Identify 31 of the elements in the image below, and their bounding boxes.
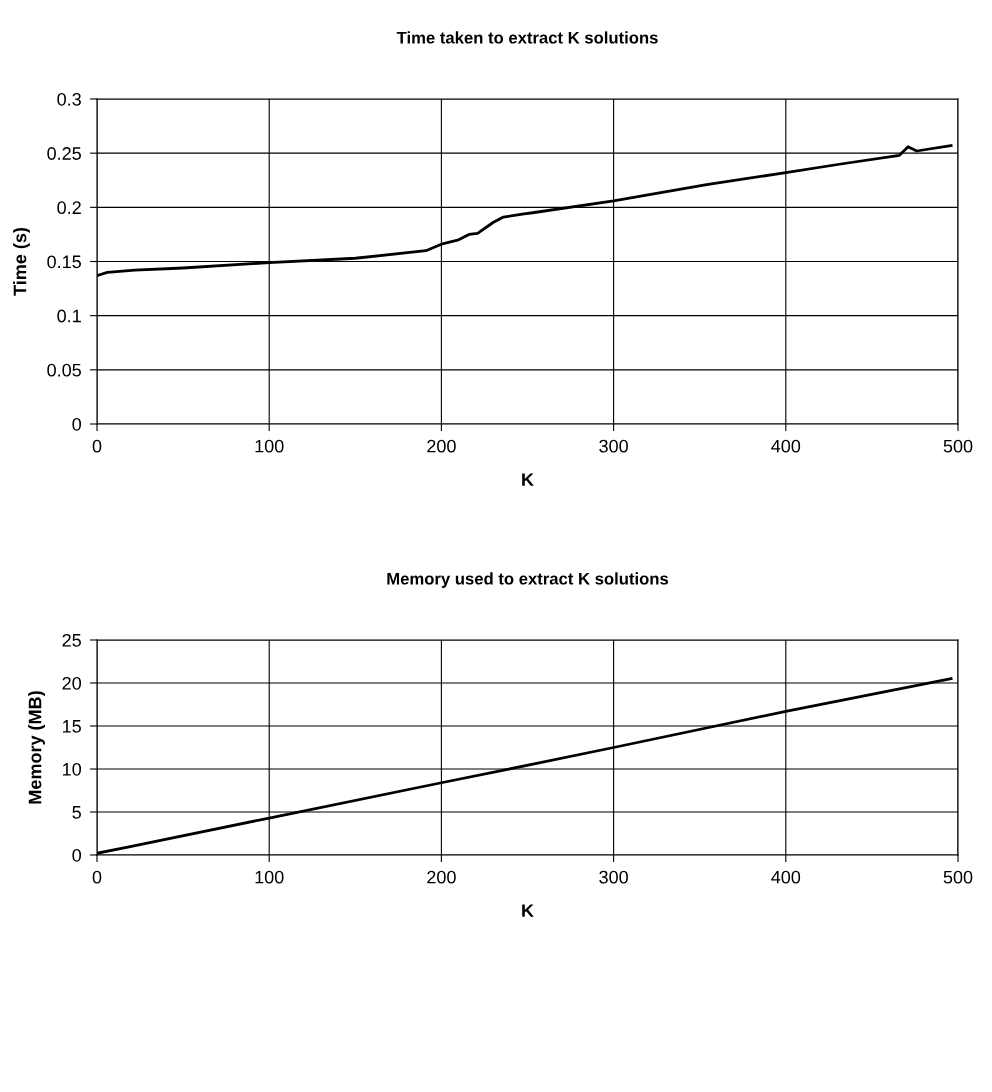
chart-title: Time taken to extract K solutions	[396, 31, 658, 44]
x-tick-label: 400	[771, 439, 801, 453]
x-tick-label: 300	[599, 439, 628, 453]
y-tick-label: 20	[62, 676, 82, 690]
x-tick-label: 400	[771, 870, 801, 884]
x-tick-label: 500	[943, 439, 973, 453]
y-tick-label: 0	[72, 848, 82, 862]
y-tick-label: 0.05	[47, 363, 81, 377]
x-tick-label: 100	[255, 870, 284, 884]
y-axis-title: Memory (MB)	[28, 691, 45, 804]
y-tick-label: 0.25	[47, 147, 81, 160]
x-axis-title: K	[522, 473, 534, 486]
y-tick-label: 0.15	[47, 255, 81, 269]
y-tick-label: 5	[72, 806, 81, 819]
y-axis-title: Time (s)	[13, 227, 30, 296]
y-tick-label: 15	[63, 720, 81, 733]
x-tick-label: 0	[92, 439, 102, 453]
x-tick-label: 500	[943, 870, 973, 884]
chart-title: Memory used to extract K solutions	[387, 572, 669, 588]
y-tick-label: 0.2	[57, 201, 81, 215]
x-tick-label: 300	[599, 870, 628, 884]
x-tick-label: 200	[427, 870, 456, 884]
y-tick-label: 0.3	[57, 92, 81, 106]
x-tick-label: 200	[427, 439, 456, 453]
x-axis-title: K	[522, 904, 534, 917]
y-tick-label: 0	[72, 417, 82, 431]
y-tick-label: 10	[63, 762, 82, 776]
y-tick-label: 25	[62, 633, 81, 647]
y-tick-label: 0.1	[57, 309, 81, 323]
x-tick-label: 100	[255, 439, 284, 453]
x-tick-label: 0	[92, 870, 102, 884]
